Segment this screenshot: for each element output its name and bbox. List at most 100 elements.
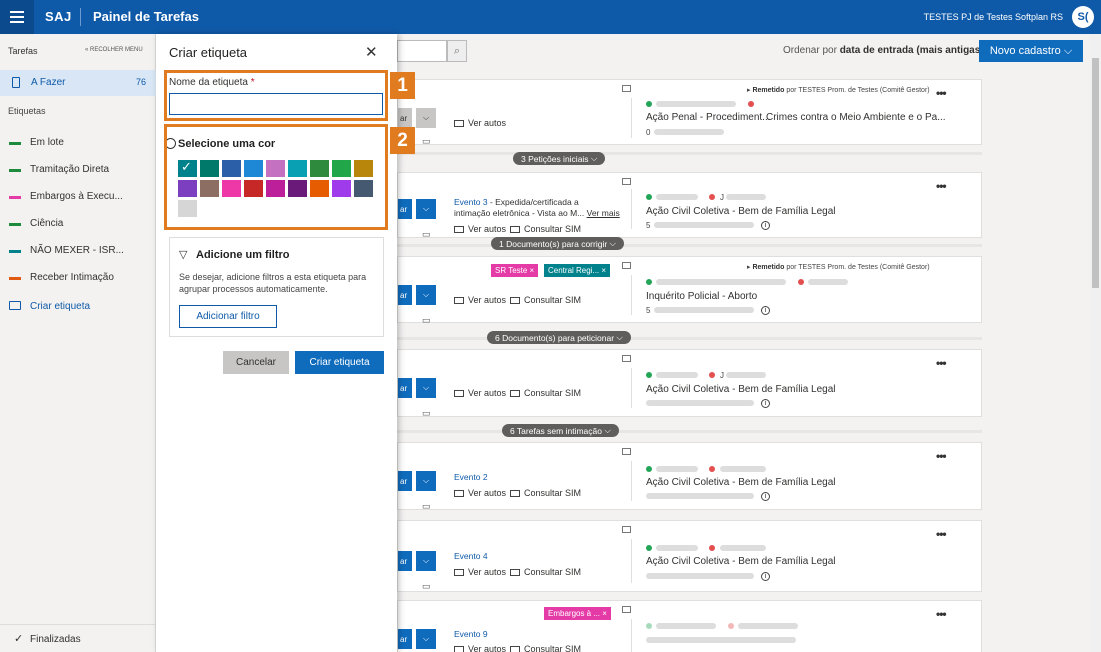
info-icon[interactable]: i [761,306,770,315]
task-card[interactable]: ar ⌵ Evento 3 - Expedida/certificada a in… [397,172,982,239]
consult-sim-link[interactable]: Consultar SIM [510,224,581,234]
view-case-link[interactable]: Ver autos [454,388,506,398]
color-swatch[interactable] [332,160,351,177]
group-toggle[interactable]: 1 Documento(s) para corrigir ⌵ [491,237,624,250]
add-filter-button[interactable]: Adicionar filtro [179,305,277,328]
color-swatch[interactable] [200,180,219,197]
consult-sim-link[interactable]: Consultar SIM [510,388,581,398]
group-toggle[interactable]: 6 Tarefas sem intimação ⌵ [502,424,619,437]
task-card[interactable]: ar ⌵ Ver autos Consultar SIM ▭ ••• J Açã… [397,349,982,418]
close-icon[interactable]: ✕ [365,44,378,61]
action-button[interactable]: ar [398,629,412,649]
action-button[interactable]: ar [398,285,412,305]
more-options-icon[interactable]: ••• [936,179,947,193]
menu-icon[interactable] [0,0,34,34]
color-swatch[interactable] [354,160,373,177]
new-record-button[interactable]: Novo cadastro ⌵ [979,40,1083,62]
chevron-down-icon[interactable]: ⌵ [416,629,436,649]
chevron-down-icon[interactable]: ⌵ [416,285,436,305]
view-case-link[interactable]: Ver autos [454,118,506,128]
action-button[interactable]: ar [398,108,412,128]
sort-selector[interactable]: Ordenar por data de entrada (mais antiga… [783,45,994,56]
comment-icon[interactable]: ▭ [422,501,431,511]
comment-icon[interactable]: ▭ [422,136,431,146]
tag-chip[interactable]: SR Teste × [491,264,539,277]
tag-icon[interactable] [622,448,631,455]
sidebar-tag-item[interactable]: Em lote [0,133,156,153]
sidebar-item-a-fazer[interactable]: A Fazer 76 [0,70,156,96]
create-tag-button[interactable]: Criar etiqueta [295,351,384,374]
group-toggle[interactable]: 3 Petições iniciais ⌵ [513,152,606,165]
more-options-icon[interactable]: ••• [936,356,947,370]
chevron-down-icon[interactable]: ⌵ [416,378,436,398]
task-card[interactable]: ar ⌵ Ver autos ▭ ▸ Remetido por TESTES P… [397,79,982,146]
view-case-link[interactable]: Ver autos [454,488,506,498]
color-swatch[interactable] [332,180,351,197]
tag-icon[interactable] [622,85,631,92]
color-swatch[interactable] [310,160,329,177]
consult-sim-link[interactable]: Consultar SIM [510,644,581,652]
comment-icon[interactable]: ▭ [422,581,431,591]
tag-icon[interactable] [622,355,631,362]
group-toggle[interactable]: 6 Documento(s) para peticionar ⌵ [487,331,631,344]
more-options-icon[interactable]: ••• [936,449,947,463]
color-swatch[interactable] [266,180,285,197]
sidebar-tag-item[interactable]: Ciência [0,214,156,234]
chevron-down-icon[interactable]: ⌵ [416,551,436,571]
info-icon[interactable]: i [761,572,770,581]
chevron-down-icon[interactable]: ⌵ [416,471,436,491]
task-card[interactable]: ar ⌵ Evento 2 Ver autos Consultar SIM ▭ … [397,442,982,511]
comment-icon[interactable]: ▭ [422,229,431,239]
more-options-icon[interactable]: ••• [936,86,947,100]
color-swatch[interactable] [222,160,241,177]
info-icon[interactable]: i [761,492,770,501]
color-swatch[interactable]: ✓ [177,159,198,178]
more-options-icon[interactable]: ••• [936,527,947,541]
brand-logo[interactable]: SAJ [45,9,72,24]
color-swatch[interactable] [310,180,329,197]
tag-icon[interactable] [622,178,631,185]
color-swatch[interactable] [200,160,219,177]
search-icon[interactable]: ⌕ [447,40,467,62]
task-card[interactable]: Embargos à ... × ar ⌵ Evento 9 Ver autos… [397,600,982,652]
action-button[interactable]: ar [398,551,412,571]
tag-chip[interactable]: Embargos à ... × [544,607,611,620]
avatar[interactable]: S( [1072,6,1094,28]
sidebar-tag-item[interactable]: Embargos à Execu... [0,187,156,207]
search-input[interactable] [397,40,447,62]
color-swatch[interactable] [266,160,285,177]
sidebar-tag-item[interactable]: Tramitação Direta [0,160,156,180]
chevron-down-icon[interactable]: ⌵ [416,199,436,219]
create-tag-link[interactable]: Criar etiqueta [0,297,156,317]
info-icon[interactable]: i [761,399,770,408]
color-swatch[interactable] [178,180,197,197]
cancel-button[interactable]: Cancelar [223,351,289,374]
view-case-link[interactable]: Ver autos [454,644,506,652]
color-swatch[interactable] [244,180,263,197]
color-swatch[interactable] [288,180,307,197]
color-swatch[interactable] [288,160,307,177]
scrollbar[interactable] [1090,34,1101,652]
comment-icon[interactable]: ▭ [422,408,431,418]
task-card[interactable]: ar ⌵ Evento 4 Ver autos Consultar SIM ▭ … [397,520,982,592]
user-name[interactable]: TESTES PJ de Testes Softplan RS [923,12,1063,22]
collapse-menu-button[interactable]: « RECOLHER MENU [85,47,143,53]
task-card[interactable]: SR Teste × Central Regi... × ar ⌵ Ver au… [397,256,982,325]
sidebar-tag-item[interactable]: Receber Intimação [0,268,156,288]
tag-chip[interactable]: Central Regi... × [544,264,611,277]
view-case-link[interactable]: Ver autos [454,224,506,234]
more-options-icon[interactable]: ••• [936,607,947,621]
action-button[interactable]: ar [398,199,412,219]
view-case-link[interactable]: Ver autos [454,567,506,577]
info-icon[interactable]: i [761,221,770,230]
tag-icon[interactable] [622,526,631,533]
color-swatch[interactable] [222,180,241,197]
consult-sim-link[interactable]: Consultar SIM [510,488,581,498]
scrollbar-thumb[interactable] [1092,58,1099,288]
color-swatch[interactable] [244,160,263,177]
color-swatch[interactable] [354,180,373,197]
view-case-link[interactable]: Ver autos [454,295,506,305]
consult-sim-link[interactable]: Consultar SIM [510,295,581,305]
consult-sim-link[interactable]: Consultar SIM [510,567,581,577]
tag-icon[interactable] [622,262,631,269]
